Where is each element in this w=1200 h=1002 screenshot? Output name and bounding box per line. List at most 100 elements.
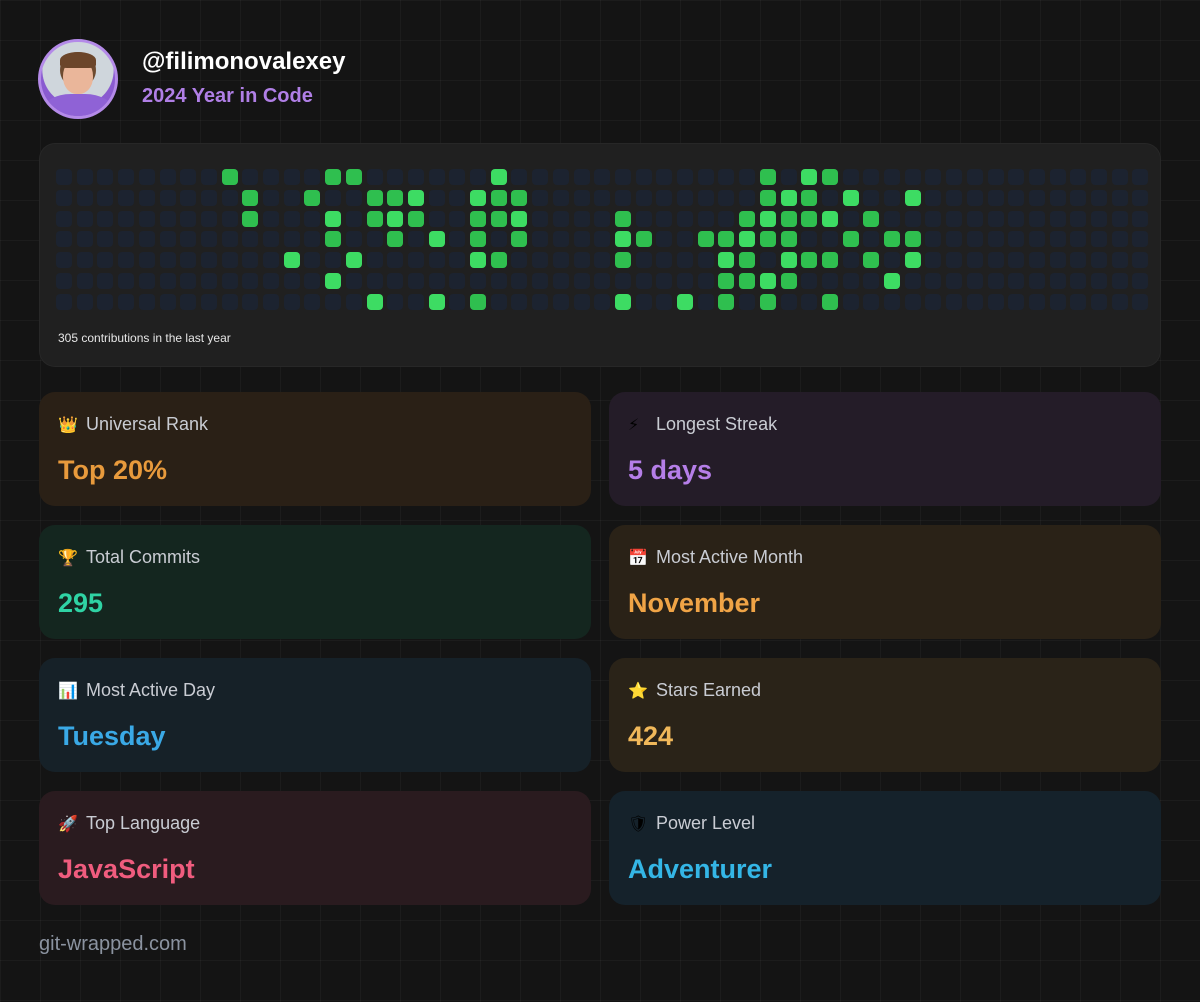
contribution-cell[interactable] (635, 189, 652, 206)
contribution-cell[interactable] (511, 293, 528, 310)
contribution-cell[interactable] (407, 273, 424, 289)
contribution-cell[interactable] (97, 169, 114, 185)
contribution-cell[interactable] (780, 169, 797, 185)
contribution-cell[interactable] (345, 293, 362, 310)
contribution-cell[interactable] (635, 293, 652, 310)
contribution-cell[interactable] (242, 252, 259, 269)
contribution-cell[interactable] (946, 169, 963, 185)
contribution-cell[interactable] (552, 210, 569, 227)
contribution-cell-active[interactable] (614, 252, 631, 269)
contribution-cell[interactable] (1049, 252, 1066, 269)
contribution-cell[interactable] (407, 293, 424, 310)
contribution-cell[interactable] (1111, 210, 1128, 227)
contribution-cell[interactable] (242, 293, 259, 310)
contribution-cell[interactable] (594, 231, 611, 248)
contribution-cell[interactable] (1008, 231, 1025, 248)
contribution-cell[interactable] (490, 273, 507, 289)
contribution-cell[interactable] (863, 169, 880, 185)
contribution-cell-active[interactable] (614, 231, 631, 248)
contribution-cell[interactable] (552, 189, 569, 206)
contribution-cell[interactable] (407, 169, 424, 185)
contribution-cell[interactable] (987, 293, 1004, 310)
contribution-cell[interactable] (428, 252, 445, 269)
contribution-cell[interactable] (1070, 273, 1087, 289)
contribution-cell[interactable] (511, 273, 528, 289)
contribution-cell[interactable] (138, 169, 155, 185)
contribution-cell[interactable] (1070, 252, 1087, 269)
contribution-cell[interactable] (366, 273, 383, 289)
contribution-cell[interactable] (1028, 293, 1045, 310)
contribution-cell-active[interactable] (366, 189, 383, 206)
contribution-cell-active[interactable] (490, 169, 507, 185)
contribution-cell-active[interactable] (739, 231, 756, 248)
contribution-cell-active[interactable] (470, 231, 486, 248)
contribution-cell[interactable] (946, 293, 963, 310)
contribution-cell-active[interactable] (242, 189, 259, 206)
contribution-cell[interactable] (884, 210, 900, 227)
contribution-cell[interactable] (677, 252, 693, 269)
contribution-cell-active[interactable] (739, 210, 756, 227)
contribution-cell-active[interactable] (780, 189, 797, 206)
contribution-cell[interactable] (97, 189, 114, 206)
contribution-cell[interactable] (656, 189, 673, 206)
contribution-cell[interactable] (718, 189, 735, 206)
contribution-cell-active[interactable] (325, 169, 342, 185)
contribution-cell[interactable] (532, 231, 549, 248)
contribution-cell[interactable] (449, 231, 466, 248)
contribution-cell-active[interactable] (345, 169, 362, 185)
contribution-cell[interactable] (138, 293, 155, 310)
contribution-cell[interactable] (263, 252, 279, 269)
user-avatar[interactable] (38, 39, 118, 119)
contribution-cell[interactable] (76, 210, 93, 227)
contribution-cell-active[interactable] (821, 293, 838, 310)
contribution-cell[interactable] (180, 231, 197, 248)
contribution-cell[interactable] (345, 210, 362, 227)
contribution-cell[interactable] (884, 169, 900, 185)
contribution-cell[interactable] (656, 273, 673, 289)
contribution-cell[interactable] (1028, 273, 1045, 289)
contribution-cell-active[interactable] (283, 252, 300, 269)
contribution-cell[interactable] (801, 231, 818, 248)
contribution-cell[interactable] (200, 169, 217, 185)
contribution-cell[interactable] (884, 189, 900, 206)
contribution-cell[interactable] (1028, 169, 1045, 185)
contribution-cell[interactable] (180, 273, 197, 289)
contribution-cell[interactable] (635, 210, 652, 227)
contribution-cell[interactable] (635, 273, 652, 289)
contribution-cell[interactable] (987, 189, 1004, 206)
contribution-cell[interactable] (159, 293, 176, 310)
contribution-cell[interactable] (200, 210, 217, 227)
contribution-cell[interactable] (594, 252, 611, 269)
contribution-cell[interactable] (221, 210, 238, 227)
contribution-cell[interactable] (1049, 273, 1066, 289)
contribution-cell[interactable] (159, 210, 176, 227)
contribution-cell[interactable] (884, 293, 900, 310)
contribution-cell[interactable] (1091, 293, 1107, 310)
contribution-cell-active[interactable] (490, 210, 507, 227)
contribution-cell-active[interactable] (470, 210, 486, 227)
contribution-cell[interactable] (428, 210, 445, 227)
contribution-cell[interactable] (449, 210, 466, 227)
contribution-cell-active[interactable] (718, 231, 735, 248)
contribution-cell[interactable] (987, 252, 1004, 269)
contribution-cell[interactable] (842, 210, 859, 227)
contribution-cell[interactable] (1008, 210, 1025, 227)
contribution-cell[interactable] (1028, 231, 1045, 248)
contribution-cell[interactable] (200, 273, 217, 289)
contribution-cell[interactable] (966, 252, 983, 269)
contribution-cell[interactable] (118, 231, 135, 248)
contribution-cell[interactable] (180, 210, 197, 227)
contribution-cell[interactable] (532, 210, 549, 227)
contribution-cell-active[interactable] (387, 231, 404, 248)
contribution-cell[interactable] (1028, 210, 1045, 227)
contribution-cell[interactable] (118, 293, 135, 310)
contribution-cell[interactable] (677, 189, 693, 206)
contribution-cell[interactable] (863, 231, 880, 248)
contribution-cell[interactable] (904, 210, 921, 227)
contribution-cell-active[interactable] (718, 252, 735, 269)
contribution-cell[interactable] (821, 189, 838, 206)
contribution-cell[interactable] (428, 169, 445, 185)
contribution-cell[interactable] (1070, 293, 1087, 310)
contribution-cell-active[interactable] (801, 210, 818, 227)
contribution-cell-active[interactable] (884, 273, 900, 289)
